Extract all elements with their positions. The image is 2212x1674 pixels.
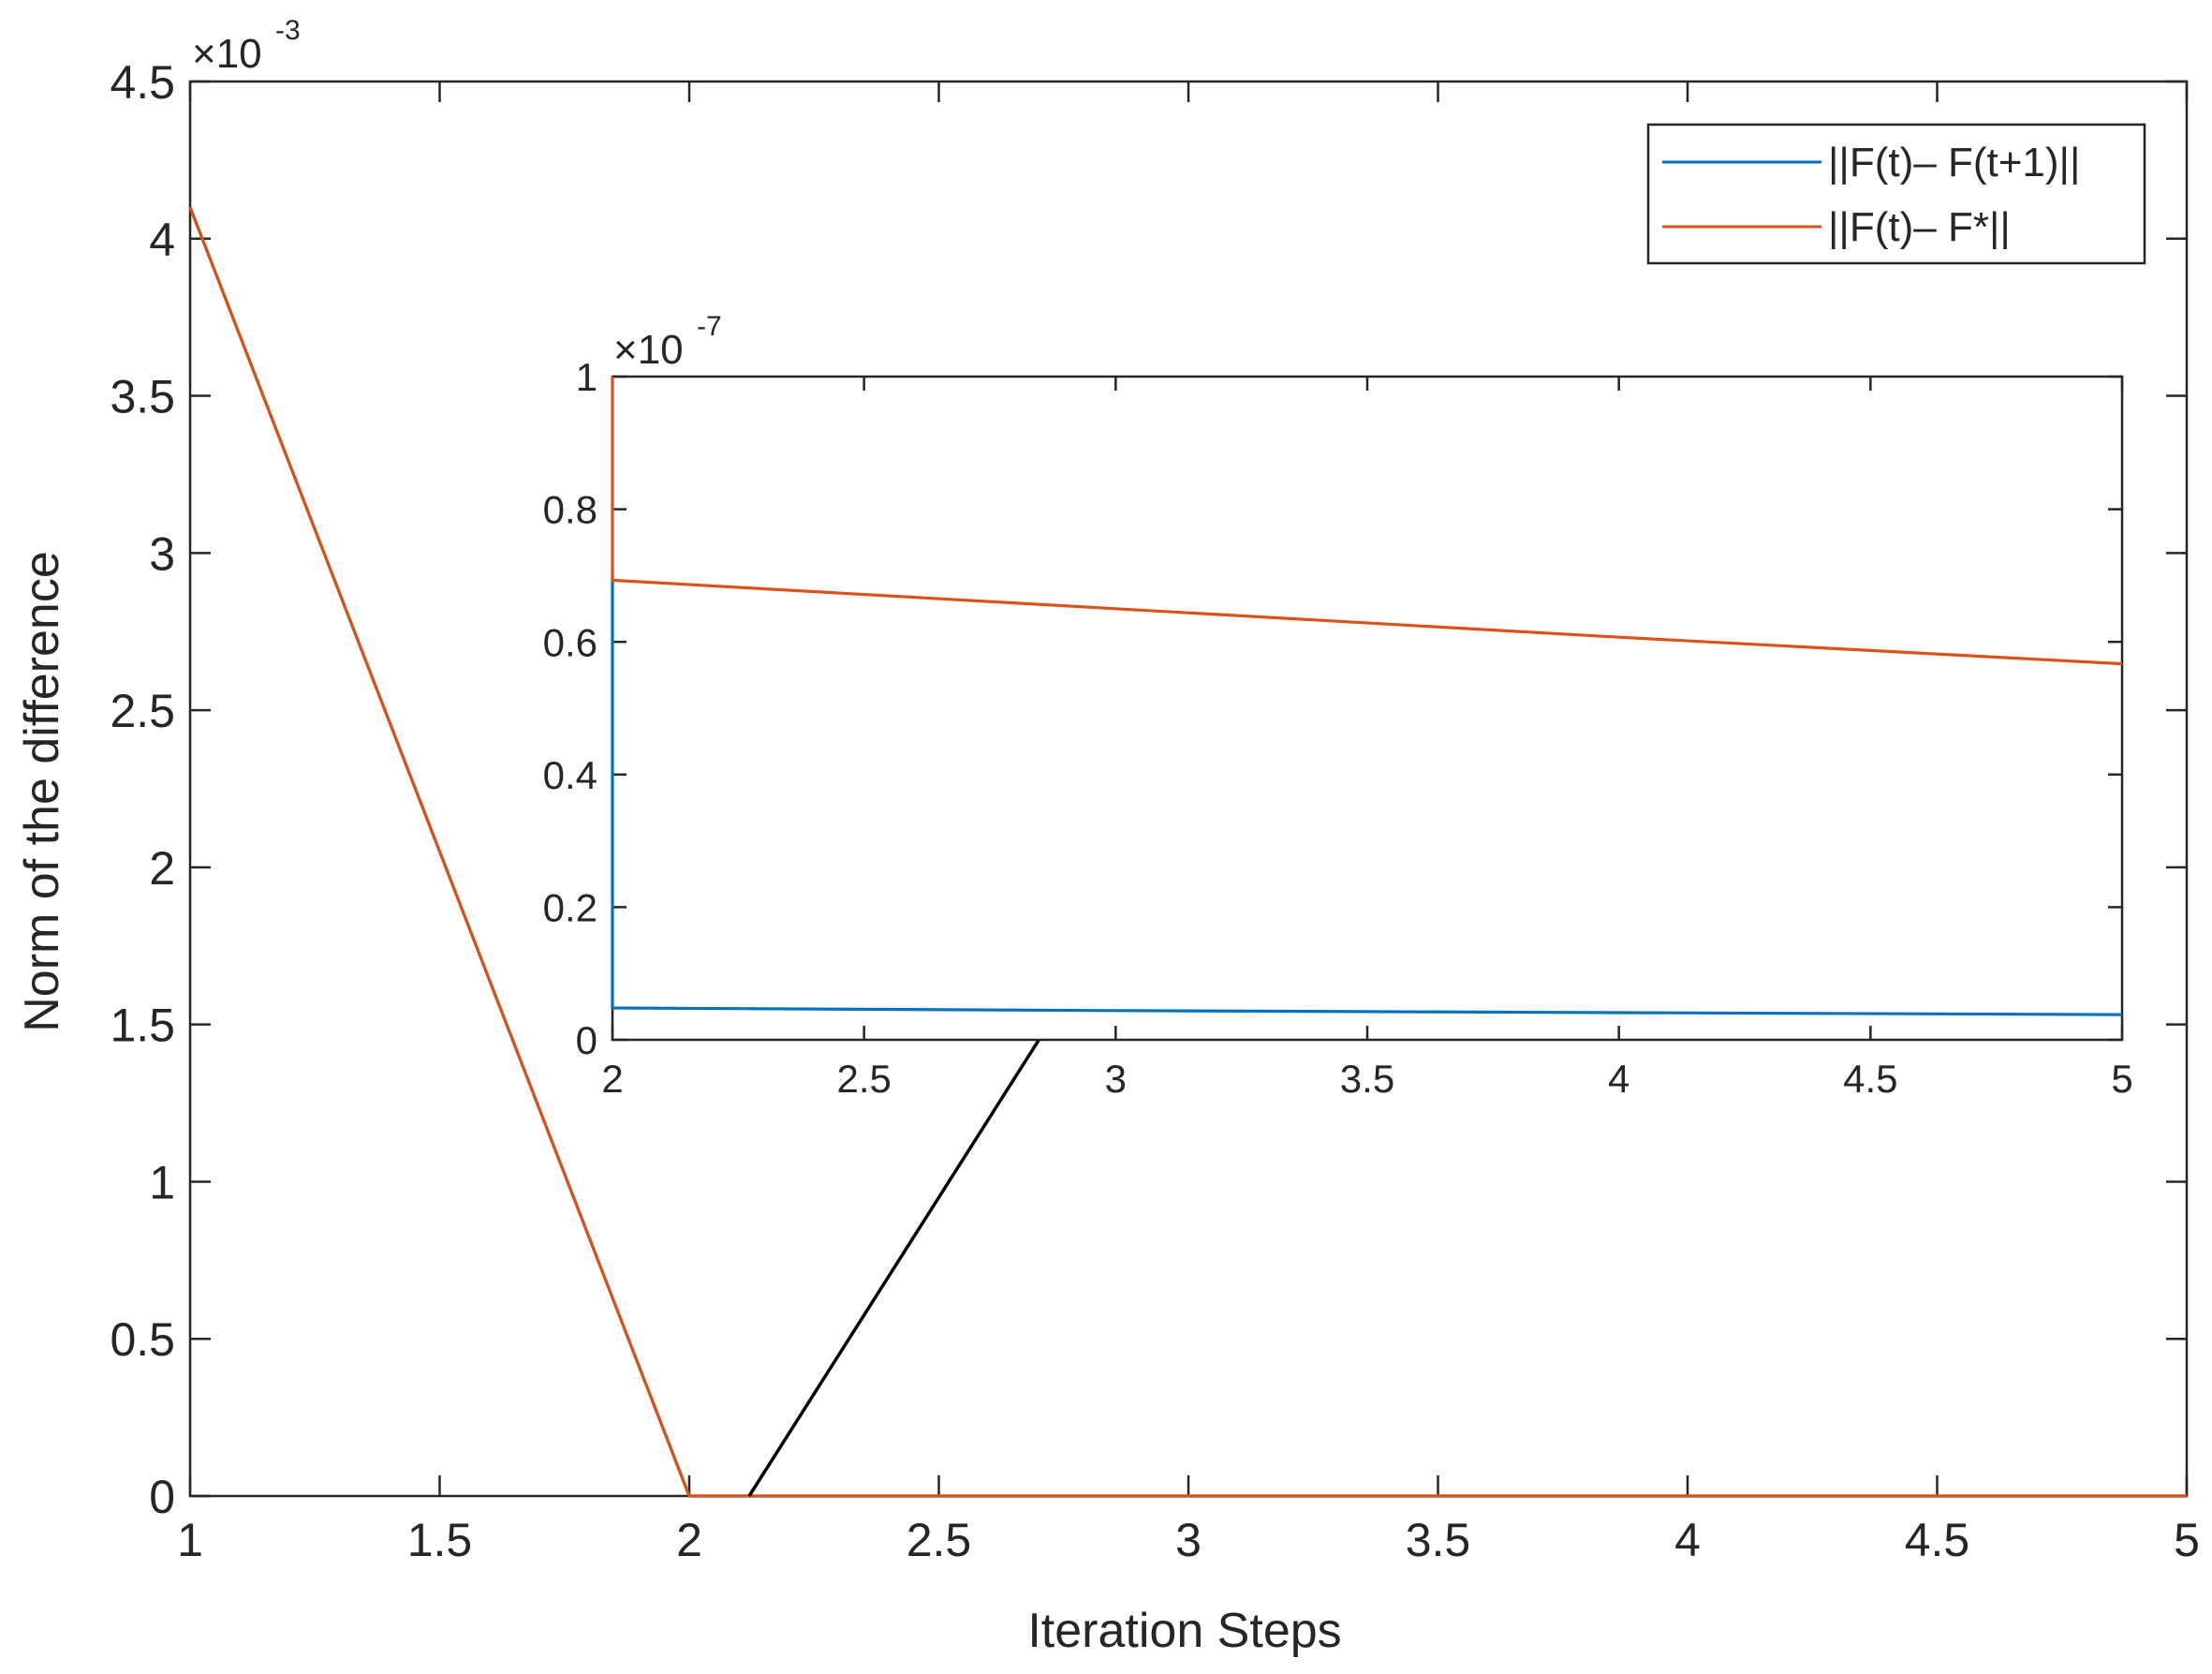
legend-label-series-2: ||F(t)– F*||: [1828, 204, 2011, 250]
main-y-tick-label: 2.5: [110, 685, 175, 737]
main-y-tick-label: 1: [149, 1156, 175, 1208]
inset-axes: 2 2.5 3 3.5 4 4.5 5 0 0.2 0.4 0.6 0.8 1: [543, 355, 2133, 1101]
main-x-tick-label: 4: [1674, 1514, 1701, 1566]
inset-x-tick-label: 2: [601, 1057, 623, 1101]
inset-y-tick-label: 0: [576, 1018, 597, 1062]
main-y-tick-label: 1.5: [110, 1000, 175, 1052]
inset-y-tick-label: 1: [576, 355, 597, 399]
inset-y-tick-label: 0.6: [543, 620, 597, 664]
legend-label-series-1: ||F(t)– F(t+1)||: [1828, 140, 2080, 185]
main-y-tick-label: 4: [149, 214, 175, 266]
main-x-tick-label: 3.5: [1406, 1514, 1471, 1566]
y-axis-label: Norm of the difference: [15, 551, 69, 1032]
legend: ||F(t)– F(t+1)|| ||F(t)– F*||: [1646, 123, 2146, 265]
main-y-tick-label: 3.5: [110, 371, 175, 423]
main-x-tick-label: 2: [676, 1514, 702, 1566]
inset-y-tick-label: 0.8: [543, 488, 597, 532]
main-x-tick-label: 3: [1175, 1514, 1202, 1566]
main-y-exponent-power: -3: [275, 15, 301, 46]
main-x-tick-label: 1: [177, 1514, 203, 1566]
x-axis-label: Iteration Steps: [1027, 1604, 1341, 1658]
main-y-tick-label: 4.5: [110, 56, 175, 109]
inset-frame: [611, 375, 2124, 1042]
main-y-exponent-base: ×10: [192, 31, 262, 77]
inset-y-tick-label: 0.2: [543, 886, 597, 930]
main-x-tick-label: 5: [2174, 1514, 2200, 1566]
inset-x-tick-label: 3.5: [1340, 1057, 1394, 1101]
main-y-tick-label: 0: [149, 1471, 175, 1523]
inset-y-tick-label: 0.4: [543, 753, 597, 797]
inset-x-tick-label: 5: [2111, 1057, 2132, 1101]
main-series-line-2: [188, 206, 2187, 1498]
inset-x-tick-label: 4: [1608, 1057, 1630, 1101]
legend-box: [1646, 123, 2146, 265]
main-y-tick-label: 0.5: [110, 1313, 175, 1366]
inset-x-tick-label: 4.5: [1843, 1057, 1897, 1101]
main-x-tick-label: 4.5: [1905, 1514, 1970, 1566]
main-y-tick-label: 3: [149, 527, 175, 580]
inset-y-exponent-base: ×10: [613, 327, 684, 373]
inset-series-line-1: [611, 575, 2123, 1016]
inset-x-tick-label: 3: [1105, 1057, 1127, 1101]
zoom-arrow: [747, 1023, 1051, 1497]
main-x-tick-label: 2.5: [907, 1514, 972, 1566]
inset-y-exponent-power: -7: [697, 311, 722, 342]
inset-series-line-2: [611, 377, 2123, 666]
main-x-tick-label: 1.5: [407, 1514, 473, 1566]
main-y-tick-label: 2: [149, 842, 175, 895]
inset-x-tick-label: 2.5: [836, 1057, 891, 1101]
